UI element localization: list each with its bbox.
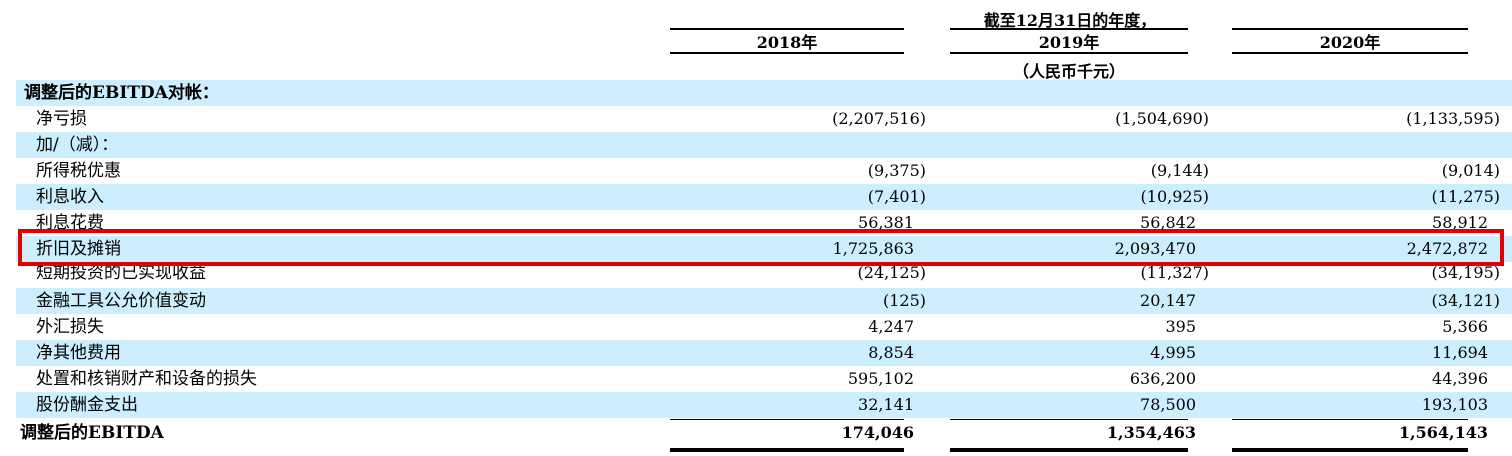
value-2018: 56,381 <box>858 213 914 232</box>
value-2020: (34,121) <box>1431 291 1500 310</box>
value-2019: 2,093,470 <box>1114 239 1196 258</box>
total-double-rule <box>1232 448 1468 452</box>
total-label: 调整后的EBITDA <box>20 423 164 443</box>
value-2020: (9,014) <box>1441 161 1500 180</box>
table-row: 处置和核销财产和设备的损失 595,102 636,200 44,396 <box>16 366 1512 392</box>
value-2019: (11,327) <box>1140 266 1209 282</box>
row-label: 处置和核销财产和设备的损失 <box>36 369 257 389</box>
total-2020: 1,564,143 <box>1398 423 1488 442</box>
section-title: 调整后的EBITDA对帐： <box>24 83 219 103</box>
value-2019: 395 <box>1165 317 1196 336</box>
value-2020: (11,275) <box>1431 187 1500 206</box>
value-2020: (1,133,595) <box>1406 109 1500 128</box>
value-2018: 32,141 <box>858 395 914 414</box>
value-2019: 78,500 <box>1140 395 1196 414</box>
value-2019: 4,995 <box>1150 343 1196 362</box>
table-row: 净其他费用 8,854 4,995 11,694 <box>16 340 1512 366</box>
value-2018: 4,247 <box>868 317 914 336</box>
row-label: 股份酬金支出 <box>36 395 138 415</box>
row-label: 净其他费用 <box>36 343 121 363</box>
row-label: 利息收入 <box>36 187 104 207</box>
table-row: 净亏损 (2,207,516) (1,504,690) (1,133,595) <box>16 106 1512 132</box>
table-row: 加/（减）： <box>16 132 1512 158</box>
value-2018: (125) <box>882 291 926 310</box>
value-2018: (7,401) <box>867 187 926 206</box>
row-label: 净亏损 <box>36 109 87 129</box>
section-title-row: 调整后的EBITDA对帐： <box>16 80 1512 106</box>
row-label: 所得税优惠 <box>36 161 121 181</box>
value-2019: (10,925) <box>1140 187 1209 206</box>
unit-label: （人民币千元） <box>1012 62 1125 81</box>
value-2019: (9,144) <box>1150 161 1209 180</box>
total-row: 调整后的EBITDA 174,046 1,354,463 1,564,143 <box>16 420 1512 446</box>
subtotal-rule <box>670 419 904 420</box>
table-row: 所得税优惠 (9,375) (9,144) (9,014) <box>16 158 1512 184</box>
row-label: 利息花费 <box>36 213 104 232</box>
total-2019: 1,354,463 <box>1106 423 1196 442</box>
value-2018: 595,102 <box>847 369 914 388</box>
table-row: 股份酬金支出 32,141 78,500 193,103 <box>16 392 1512 418</box>
value-2018: (24,125) <box>857 266 926 282</box>
subtotal-rule <box>950 419 1188 420</box>
total-double-rule <box>670 448 904 452</box>
row-label: 短期投资的已实现收益 <box>36 266 206 283</box>
table-row: 短期投资的已实现收益 (24,125) (11,327) (34,195) <box>16 266 1512 288</box>
row-label: 折旧及摊销 <box>36 239 121 259</box>
table-row: 金融工具公允价值变动 (125) 20,147 (34,121) <box>16 288 1512 314</box>
table-row: 利息收入 (7,401) (10,925) (11,275) <box>16 184 1512 210</box>
value-2018: 1,725,863 <box>832 239 914 258</box>
year-2019-header: 2019年 <box>950 28 1188 54</box>
value-2019: 20,147 <box>1140 291 1196 310</box>
value-2019: 636,200 <box>1129 369 1196 388</box>
row-label: 加/（减）： <box>36 135 119 155</box>
value-2020: 11,694 <box>1432 343 1488 362</box>
year-2020-header: 2020年 <box>1232 28 1468 54</box>
value-2020: (34,195) <box>1431 266 1500 282</box>
total-2018: 174,046 <box>841 423 914 442</box>
value-2019: (1,504,690) <box>1115 109 1209 128</box>
value-2018: (2,207,516) <box>832 109 926 128</box>
table-row: 外汇损失 4,247 395 5,366 <box>16 314 1512 340</box>
row-label: 金融工具公允价值变动 <box>36 291 206 311</box>
value-2018: (9,375) <box>867 161 926 180</box>
total-double-rule <box>950 448 1188 452</box>
value-2020: 58,912 <box>1432 213 1488 232</box>
table-row-highlighted: 折旧及摊销 1,725,863 2,093,470 2,472,872 <box>16 236 1512 262</box>
year-2018-header: 2018年 <box>670 28 904 54</box>
value-2018: 8,854 <box>868 343 914 362</box>
value-2020: 5,366 <box>1442 317 1488 336</box>
table-row: 利息花费 56,381 56,842 58,912 <box>16 210 1512 232</box>
value-2020: 193,103 <box>1421 395 1488 414</box>
period-header: 截至12月31日的年度， <box>983 11 1157 30</box>
value-2019: 56,842 <box>1140 213 1196 232</box>
value-2020: 2,472,872 <box>1406 239 1488 258</box>
row-label: 外汇损失 <box>36 317 104 337</box>
subtotal-rule <box>1232 419 1468 420</box>
year-header-row: 2018年 2019年 2020年 <box>0 28 1512 58</box>
value-2020: 44,396 <box>1432 369 1488 388</box>
